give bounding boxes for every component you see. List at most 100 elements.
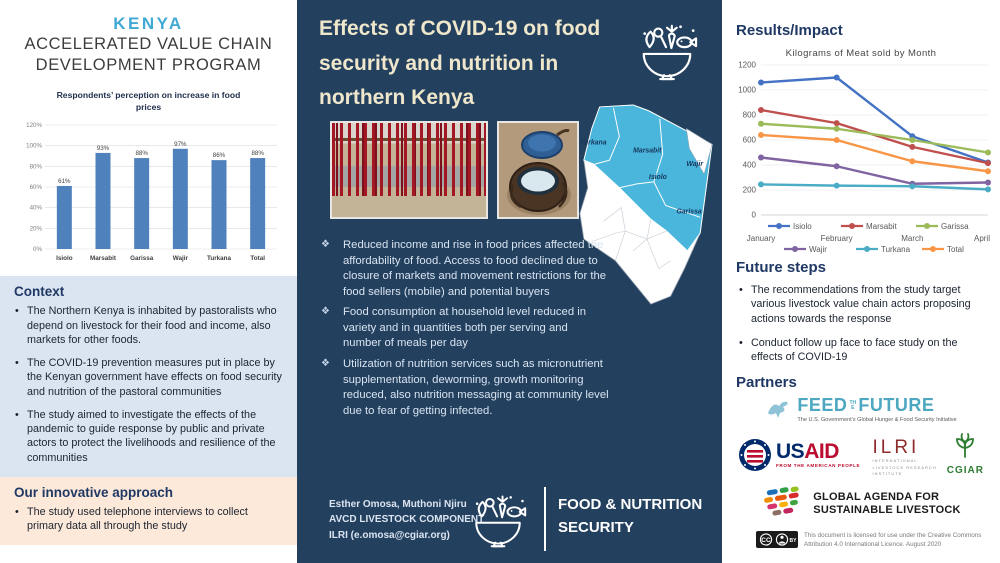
future-step-bullet: Conduct follow up face to face study on … (736, 336, 990, 365)
ftf-word-future: FUTURE (858, 395, 935, 416)
usaid-logo: USAID FROM THE AMERICAN PEOPLE (738, 438, 860, 472)
svg-text:February: February (821, 234, 853, 243)
finding-bullet: Food consumption at household level redu… (321, 305, 609, 352)
svg-text:97%: 97% (174, 141, 187, 148)
svg-text:200: 200 (743, 186, 757, 195)
svg-text:Total: Total (250, 255, 265, 262)
line-chart: 0 200 400 600 800 1000 1200 January February Marc… (738, 61, 991, 254)
cgiar-wordmark: CGIAR (946, 465, 984, 477)
svg-text:400: 400 (743, 161, 757, 170)
svg-text:Marsabit: Marsabit (866, 222, 897, 231)
map-label-turkana: Turkana (580, 139, 607, 146)
ftf-word-feed: FEED (797, 395, 848, 416)
svg-text:Garissa: Garissa (941, 222, 969, 231)
ilri-wordmark: ILRI (872, 436, 920, 458)
findings-list: Reduced income and rise in food prices a… (321, 238, 609, 424)
svg-text:CC: CC (761, 537, 771, 544)
kenya-map: Turkana Marsabit Wajir Isiolo Garissa (579, 104, 713, 305)
svg-text:Garissa: Garissa (130, 255, 154, 262)
context-section: Context The Northern Kenya is inhabited … (0, 276, 297, 477)
ilri-sub1: INTERNATIONAL (872, 458, 918, 464)
cc-by-badge-icon: CC BY (756, 531, 798, 549)
usaid-seal-icon (739, 438, 771, 471)
context-bullet: The COVID-19 prevention measures put in … (12, 356, 285, 399)
svg-text:Wajir: Wajir (172, 255, 188, 262)
future-steps-heading: Future steps (736, 259, 827, 276)
svg-text:100%: 100% (26, 143, 42, 150)
line-chart-title: Kilograms of Meat sold by Month (785, 48, 937, 59)
finding-bullet: Reduced income and rise in food prices a… (321, 238, 609, 300)
food-bowl-icon (636, 20, 698, 82)
usaid-word-us: US (776, 439, 805, 463)
gasl-line2: SUSTAINABLE LIVESTOCK (813, 504, 961, 517)
svg-text:Total: Total (947, 245, 964, 254)
svg-text:January: January (747, 234, 775, 243)
ilri-sub2: LIVESTOCK RESEARCH (872, 464, 937, 470)
license-section: CC BY This document is licensed for use … (756, 531, 1000, 549)
svg-text:88%: 88% (251, 151, 264, 158)
left-column: KENYA ACCELERATED VALUE CHAIN DEVELOPMEN… (0, 0, 297, 563)
svg-text:0: 0 (752, 211, 757, 220)
svg-text:BY: BY (790, 538, 798, 544)
ftf-tagline: The U.S. Government's Global Hunger & Fo… (797, 417, 957, 424)
license-text: This document is licensed for use under … (804, 532, 982, 549)
partners-heading: Partners (736, 374, 797, 392)
partners-section: Partners FEED THE FUTURE The U.S. Governme… (722, 374, 1000, 522)
gasl-line1: GLOBAL AGENDA FOR (813, 491, 940, 504)
usaid-tagline: FROM THE AMERICAN PEOPLE (776, 462, 861, 468)
svg-text:93%: 93% (96, 145, 109, 152)
component: AVCD LIVESTOCK COMPONENT (329, 514, 485, 525)
authors-block: Esther Omosa, Muthoni Njiru AVCD LIVESTO… (329, 497, 484, 544)
contact-email: ILRI (e.omosa@cgiar.org) (329, 529, 450, 541)
svg-text:40%: 40% (29, 205, 42, 212)
svg-text:March: March (901, 234, 923, 243)
map-label-garissa: Garissa (677, 208, 702, 215)
ilri-sub3: INSTITUTE (872, 471, 903, 477)
cgiar-logo: CGIAR (947, 433, 984, 476)
svg-text:86%: 86% (212, 153, 225, 160)
kenya-title: KENYA (113, 14, 184, 33)
svg-text:Marsabit: Marsabit (90, 255, 117, 262)
approach-heading: Our innovative approach (14, 484, 174, 500)
finding-bullet: Utilization of nutrition services such a… (321, 357, 609, 419)
program-name: FOOD & NUTRITION SECURITY (558, 495, 703, 536)
svg-text:800: 800 (743, 111, 757, 120)
svg-text:600: 600 (743, 136, 757, 145)
svg-text:20%: 20% (29, 226, 42, 233)
milk-container-photo (497, 121, 579, 219)
poster-title: Effects of COVID-19 on food security and… (319, 17, 601, 110)
ilri-logo: ILRI INTERNATIONAL LIVESTOCK RESEARCH IN… (872, 438, 936, 477)
globe-swirl-icon (764, 486, 799, 516)
program-title-line2: ACCELERATED VALUE CHAIN (24, 35, 273, 53)
results-heading: Results/Impact (736, 22, 843, 39)
context-bullet: The study aimed to investigate the effec… (12, 408, 285, 465)
svg-text:1200: 1200 (738, 61, 756, 70)
context-heading: Context (14, 284, 65, 300)
svg-text:April: April (974, 234, 990, 243)
right-column: Results/Impact Kilograms of Meat sold by… (722, 0, 1000, 563)
authors: Esther Omosa, Muthoni Njiru (329, 498, 467, 510)
map-label-wajir: Wajir (686, 161, 703, 168)
svg-text:61%: 61% (58, 178, 71, 185)
meat-drying-photo (330, 121, 488, 219)
program-title-line3: DEVELOPMENT PROGRAM (35, 55, 262, 74)
future-steps-section: Future steps The recommendations from th… (736, 259, 990, 364)
svg-text:Turkana: Turkana (881, 245, 911, 254)
food-bowl-icon (469, 491, 527, 549)
center-column: Effects of COVID-19 on food security and… (297, 0, 722, 563)
approach-bullet: The study used telephone interviews to c… (12, 505, 285, 534)
approach-section: Our innovative approach The study used t… (0, 476, 297, 546)
map-label-marsabit: Marsabit (633, 147, 662, 154)
usaid-word-aid: AID (804, 439, 839, 463)
feed-the-future-logo: FEED THE FUTURE The U.S. Government's Glob… (722, 395, 1000, 423)
footer-divider (544, 487, 546, 551)
svg-text:0%: 0% (33, 246, 42, 253)
svg-text:80%: 80% (29, 164, 42, 171)
svg-text:88%: 88% (135, 151, 148, 158)
svg-text:60%: 60% (29, 184, 42, 191)
bar-chart: 0% 20% 40% 60% 80% 100% 120% 61% Isiolo 93% Marsab… (26, 122, 277, 262)
bar-chart-title: Respondents’ perception on increase in f… (56, 90, 241, 112)
svg-text:Isiolo: Isiolo (793, 222, 812, 231)
ftf-word-the: THE (849, 399, 857, 411)
